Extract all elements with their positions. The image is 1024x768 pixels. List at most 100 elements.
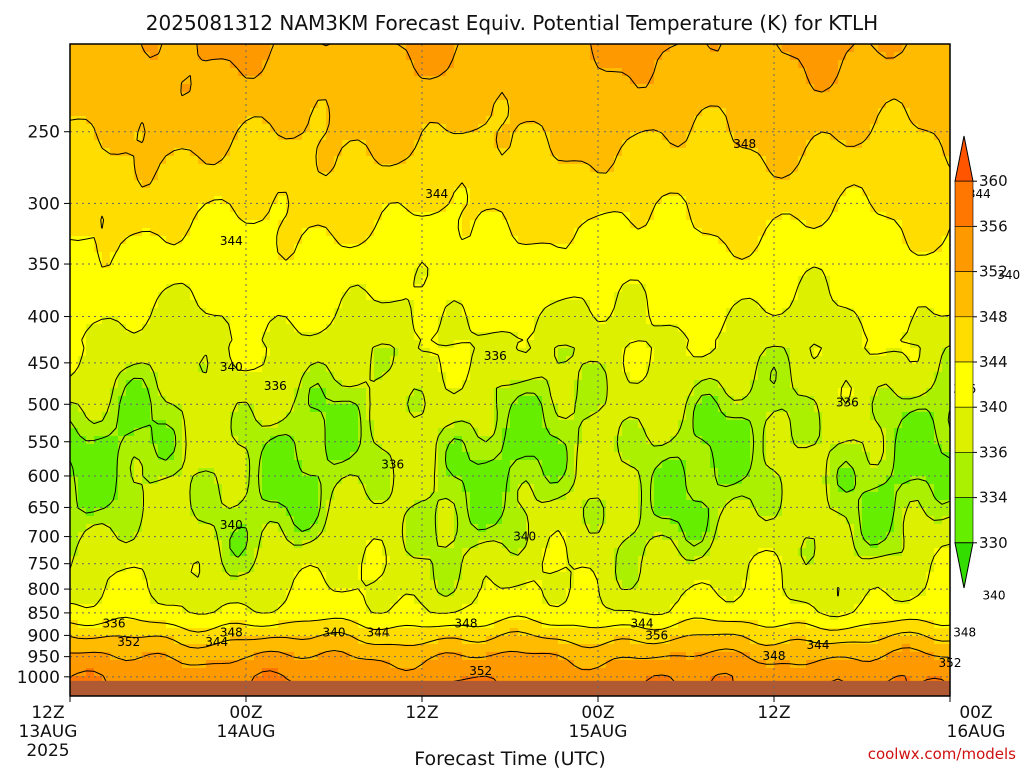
- field-cell: [214, 212, 223, 221]
- field-cell: [470, 364, 479, 373]
- field-cell: [206, 252, 215, 261]
- field-cell: [374, 76, 383, 85]
- field-cell: [758, 372, 767, 381]
- field-cell: [86, 252, 95, 261]
- field-cell: [430, 292, 439, 301]
- field-cell: [942, 220, 951, 229]
- field-cell: [742, 292, 751, 301]
- field-cell: [446, 340, 455, 349]
- field-cell: [838, 68, 847, 77]
- field-cell: [150, 268, 159, 277]
- field-cell: [246, 228, 255, 237]
- field-cell: [942, 228, 951, 237]
- field-cell: [542, 148, 551, 157]
- field-cell: [630, 284, 639, 293]
- field-cell: [534, 52, 543, 61]
- field-cell: [206, 404, 215, 413]
- field-cell: [318, 292, 327, 301]
- field-cell: [286, 364, 295, 373]
- field-cell: [598, 108, 607, 117]
- field-cell: [806, 308, 815, 317]
- field-cell: [454, 92, 463, 101]
- field-cell: [294, 268, 303, 277]
- field-cell: [318, 44, 327, 53]
- field-cell: [206, 332, 215, 341]
- field-cell: [238, 140, 247, 149]
- field-cell: [126, 84, 135, 93]
- field-cell: [166, 372, 175, 381]
- field-cell: [670, 92, 679, 101]
- field-cell: [630, 212, 639, 221]
- field-cell: [774, 60, 783, 69]
- field-cell: [230, 244, 239, 253]
- field-cell: [798, 156, 807, 165]
- field-cell: [286, 396, 295, 405]
- field-cell: [694, 68, 703, 77]
- field-cell: [822, 92, 831, 101]
- field-cell: [278, 380, 287, 389]
- field-cell: [102, 164, 111, 173]
- field-cell: [654, 108, 663, 117]
- field-cell: [446, 324, 455, 333]
- field-cell: [254, 188, 263, 197]
- field-cell: [598, 116, 607, 125]
- field-cell: [94, 84, 103, 93]
- field-cell: [702, 60, 711, 69]
- field-cell: [550, 236, 559, 245]
- field-cell: [734, 148, 743, 157]
- field-cell: [326, 372, 335, 381]
- field-cell: [302, 140, 311, 149]
- field-cell: [326, 308, 335, 317]
- field-cell: [334, 212, 343, 221]
- field-cell: [406, 140, 415, 149]
- field-cell: [430, 76, 439, 85]
- field-cell: [486, 204, 495, 213]
- field-cell: [926, 84, 935, 93]
- field-cell: [518, 292, 527, 301]
- field-cell: [598, 68, 607, 77]
- field-cell: [142, 108, 151, 117]
- field-cell: [350, 332, 359, 341]
- field-cell: [462, 348, 471, 357]
- field-cell: [158, 276, 167, 285]
- field-cell: [830, 108, 839, 117]
- field-cell: [622, 156, 631, 165]
- field-cell: [590, 172, 599, 181]
- field-cell: [894, 356, 903, 365]
- field-cell: [670, 108, 679, 117]
- field-cell: [134, 300, 143, 309]
- field-cell: [358, 124, 367, 133]
- field-cell: [446, 164, 455, 173]
- field-cell: [854, 172, 863, 181]
- field-cell: [558, 60, 567, 69]
- field-cell: [270, 92, 279, 101]
- field-cell: [510, 324, 519, 333]
- field-cell: [198, 92, 207, 101]
- field-cell: [430, 188, 439, 197]
- field-cell: [118, 220, 127, 229]
- field-cell: [478, 76, 487, 85]
- field-cell: [686, 60, 695, 69]
- field-cell: [382, 76, 391, 85]
- field-cell: [502, 380, 511, 389]
- field-cell: [910, 164, 919, 173]
- field-cell: [342, 92, 351, 101]
- field-cell: [278, 292, 287, 301]
- field-cell: [462, 220, 471, 229]
- field-cell: [102, 308, 111, 317]
- field-cell: [542, 116, 551, 125]
- field-cell: [462, 380, 471, 389]
- field-cell: [534, 396, 543, 405]
- field-cell: [798, 92, 807, 101]
- field-cell: [142, 44, 151, 53]
- field-cell: [166, 380, 175, 389]
- field-cell: [142, 396, 151, 405]
- field-cell: [358, 132, 367, 141]
- field-cell: [198, 292, 207, 301]
- field-cell: [862, 148, 871, 157]
- field-cell: [422, 52, 431, 61]
- field-cell: [646, 172, 655, 181]
- field-cell: [582, 372, 591, 381]
- field-cell: [246, 204, 255, 213]
- field-cell: [358, 220, 367, 229]
